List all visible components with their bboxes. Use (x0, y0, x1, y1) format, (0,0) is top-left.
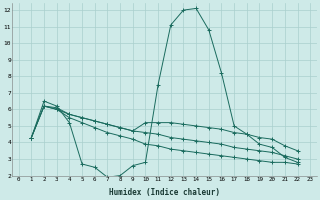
X-axis label: Humidex (Indice chaleur): Humidex (Indice chaleur) (109, 188, 220, 197)
